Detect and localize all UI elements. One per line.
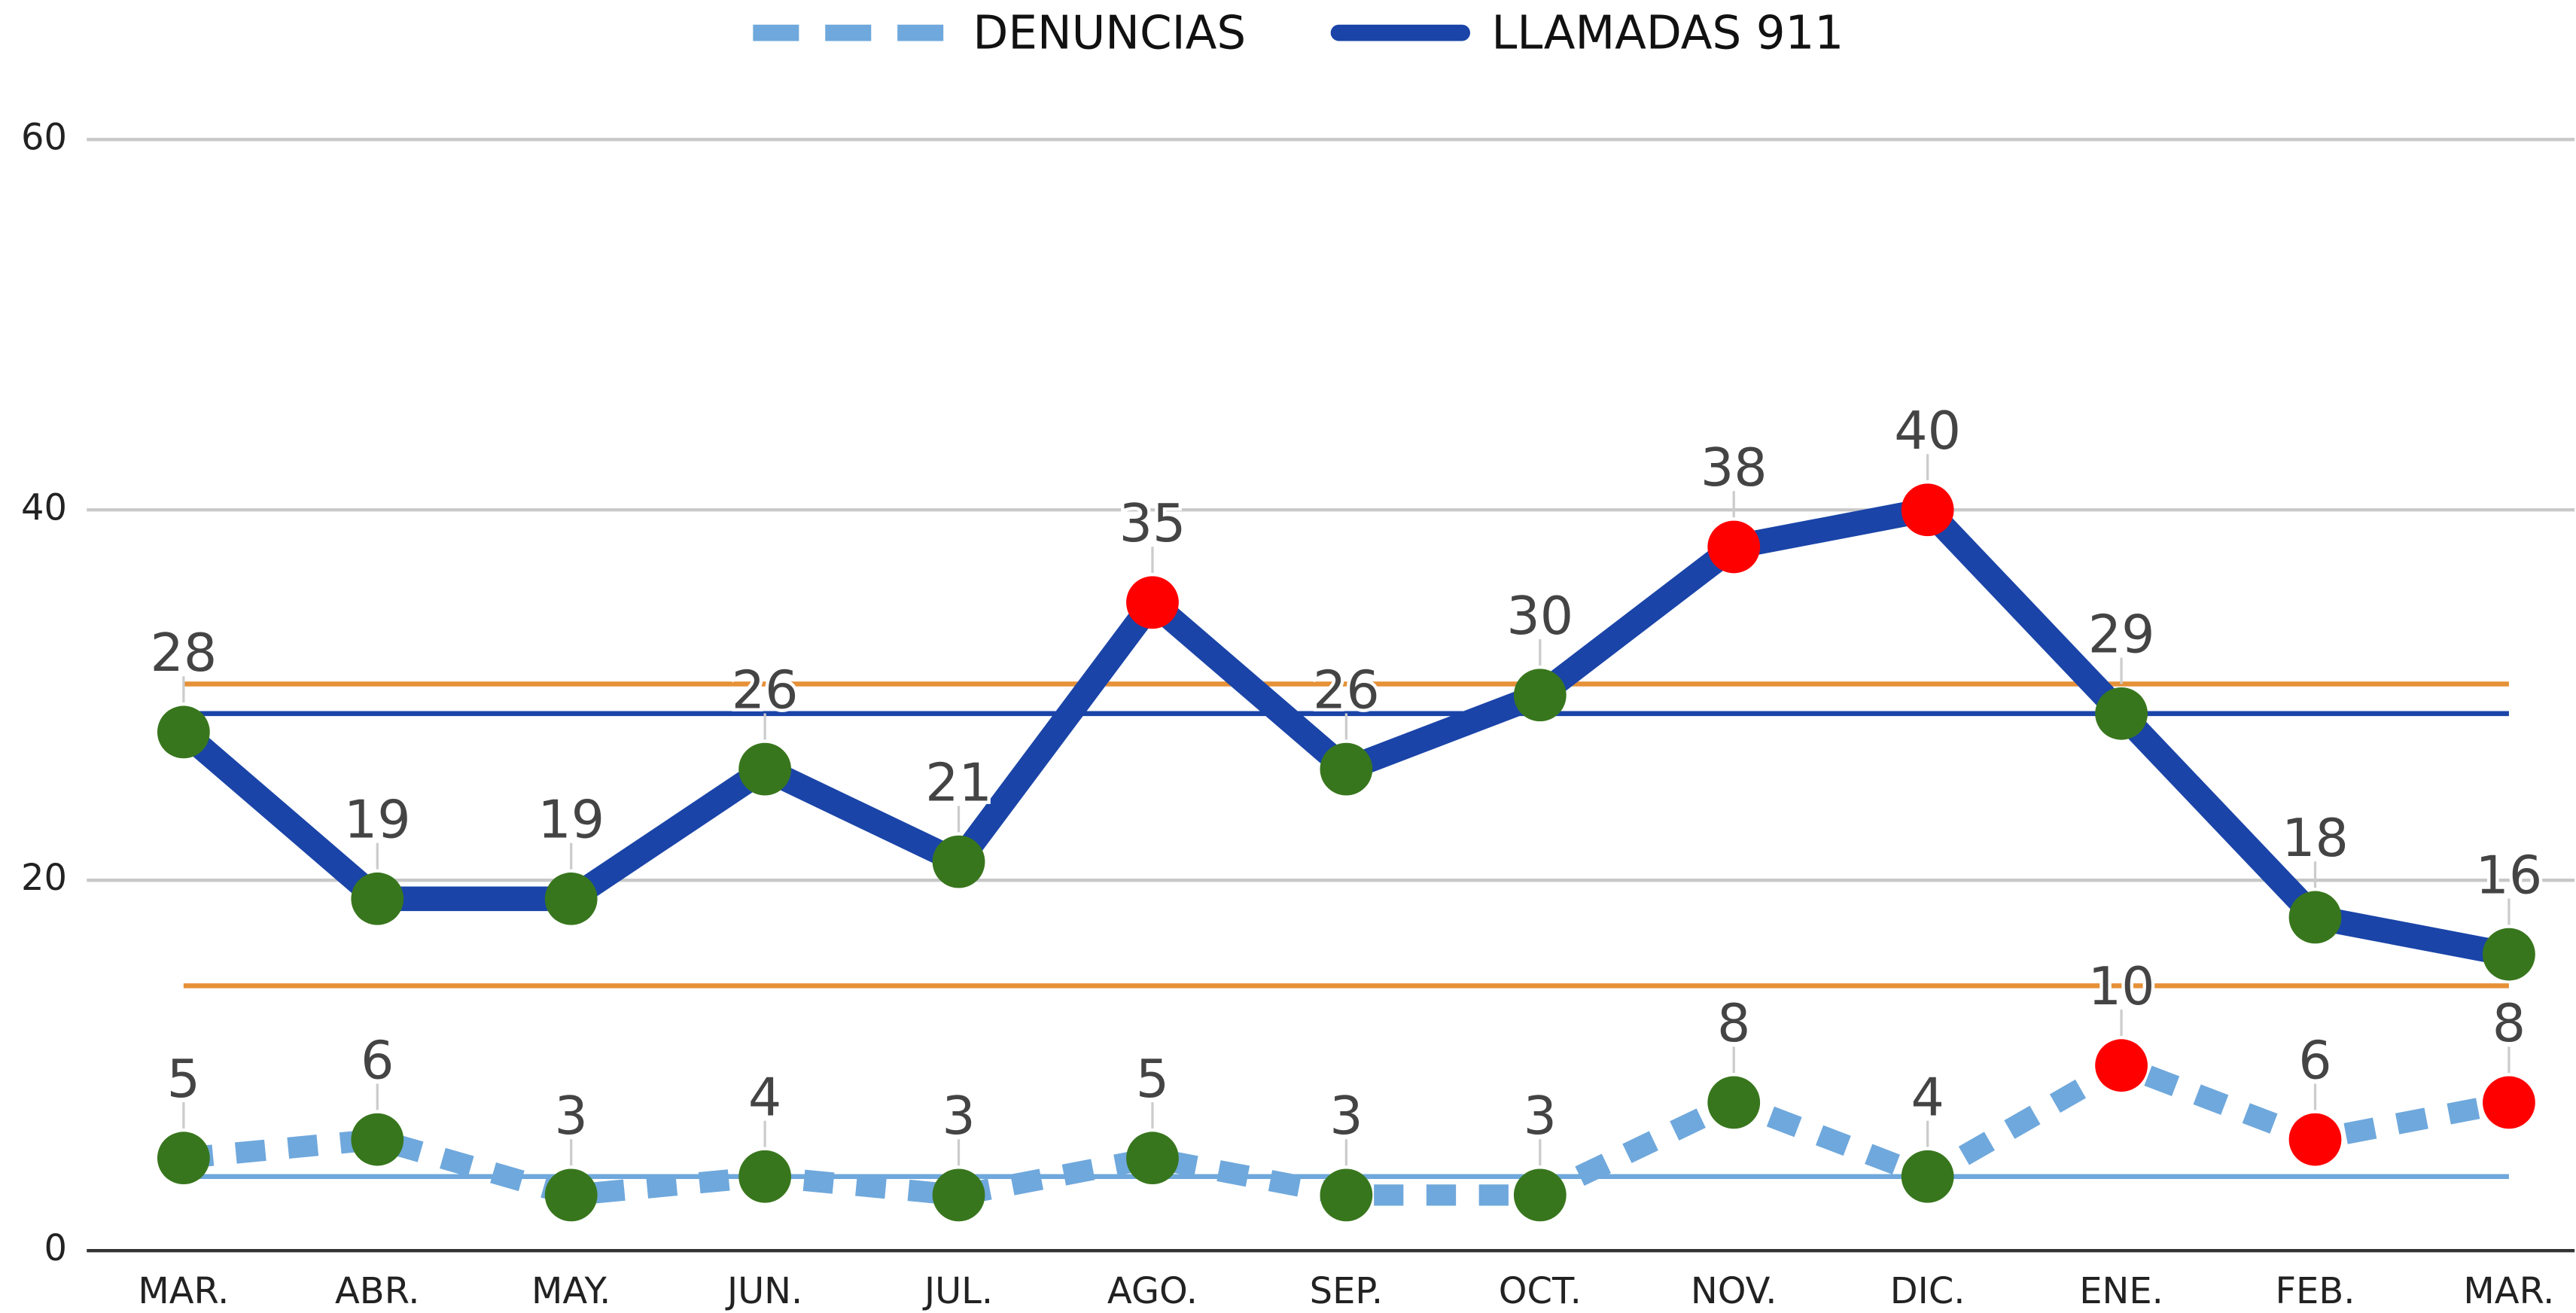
data-point [351,872,404,925]
data-point [2095,1039,2148,1092]
data-point [544,1168,598,1222]
data-label: 35 [1119,493,1186,554]
data-point [1513,669,1567,722]
data-point [544,872,598,925]
x-tick-label: NOV. [1691,1270,1777,1312]
x-tick-label: JUL. [922,1270,993,1312]
data-label: 18 [2282,808,2349,869]
x-tick-label: FEB. [2275,1270,2355,1312]
data-point [2483,928,2535,981]
data-label: 16 [2476,845,2543,906]
data-label: 3 [942,1086,975,1147]
data-point [2483,1076,2535,1129]
legend-label: DENUNCIAS [973,7,1246,60]
x-tick-label: MAY. [531,1270,611,1312]
data-label: 4 [1911,1068,1944,1129]
data-label: 19 [344,790,411,851]
data-point [1320,742,1373,796]
data-point [738,1150,792,1203]
y-tick-label: 40 [21,486,67,529]
data-label: 6 [361,1030,394,1091]
data-point [1126,576,1179,629]
data-label: 30 [1506,586,1573,647]
data-label: 40 [1894,401,1961,462]
data-point [932,835,985,888]
x-tick-label: AGO. [1107,1270,1198,1312]
data-label: 19 [537,790,604,851]
x-tick-label: JUN. [725,1270,802,1312]
data-label: 4 [748,1068,781,1129]
data-label: 3 [1524,1086,1557,1147]
data-label: 5 [1136,1049,1169,1110]
data-label: 21 [925,752,992,813]
x-tick-label: MAR. [138,1270,229,1312]
data-point [157,705,210,759]
data-point [932,1168,985,1222]
data-label: 29 [2088,605,2155,666]
data-label: 3 [555,1086,588,1147]
data-label: 8 [2492,993,2526,1054]
data-label: 8 [1717,993,1750,1054]
data-point [157,1132,210,1185]
data-label: 10 [2088,956,2155,1017]
data-label: 28 [150,623,217,684]
data-point [2095,687,2148,740]
data-label: 3 [1329,1086,1363,1147]
data-label: 5 [167,1049,200,1110]
data-point [738,742,792,796]
data-point [1513,1168,1567,1222]
data-point [1126,1132,1179,1185]
data-label: 26 [732,660,799,720]
x-tick-label: ENE. [2079,1270,2163,1312]
data-label: 38 [1701,437,1768,498]
y-tick-label: 60 [21,116,67,158]
data-label: 6 [2298,1030,2331,1091]
data-point [1320,1168,1373,1222]
data-point [1707,520,1761,574]
legend-label: LLAMADAS 911 [1491,7,1844,60]
y-tick-label: 0 [44,1227,68,1269]
y-tick-label: 20 [21,857,67,899]
x-tick-label: OCT. [1499,1270,1582,1312]
x-tick-label: DIC. [1890,1270,1965,1312]
x-tick-label: ABR. [335,1270,420,1312]
data-point [1901,483,1954,537]
data-point [1901,1150,1954,1203]
data-point [2288,1113,2342,1166]
data-point [1707,1076,1761,1129]
x-tick-label: SEP. [1310,1270,1383,1312]
data-label: 26 [1313,660,1380,720]
data-point [2288,891,2342,944]
data-point [351,1113,404,1166]
x-tick-label: MAR. [2463,1270,2554,1312]
